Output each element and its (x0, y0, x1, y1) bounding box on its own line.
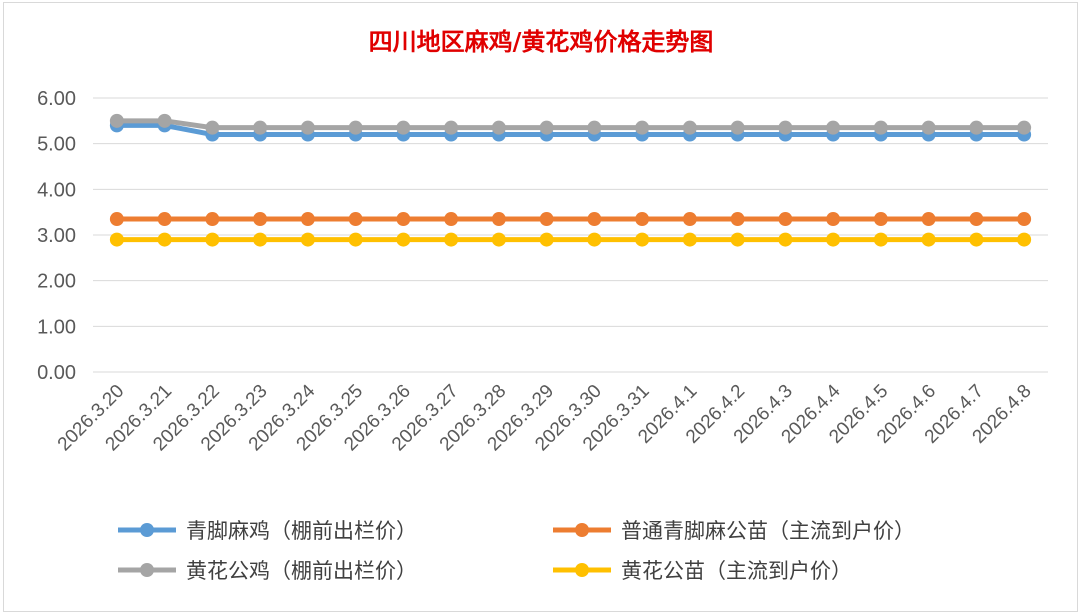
legend-marker (575, 563, 589, 577)
series-1 (109, 212, 1032, 227)
y-tick-label: 2.00 (37, 271, 76, 293)
y-tick-label: 3.00 (37, 225, 76, 247)
gridlines (93, 97, 1048, 373)
y-tick-label: 0.00 (37, 362, 76, 384)
data-point (587, 232, 602, 247)
data-point (635, 212, 650, 227)
data-point (1017, 232, 1032, 247)
data-point (730, 120, 745, 135)
data-point (778, 232, 793, 247)
data-point (1017, 212, 1032, 227)
data-point (253, 212, 268, 227)
data-point (205, 232, 220, 247)
data-point (109, 232, 124, 247)
data-point (730, 212, 745, 227)
data-point (587, 120, 602, 135)
legend-marker (140, 523, 154, 537)
y-tick-label: 1.00 (37, 316, 76, 338)
data-point (921, 212, 936, 227)
y-tick-label: 6.00 (37, 88, 76, 110)
data-point (682, 120, 697, 135)
chart-title: 四川地区麻鸡/黄花鸡价格走势图 (369, 27, 714, 56)
y-tick-label: 5.00 (37, 134, 76, 156)
data-point (539, 120, 554, 135)
data-point (109, 212, 124, 227)
data-point (300, 212, 315, 227)
data-point (157, 212, 172, 227)
data-point (396, 212, 411, 227)
data-point (539, 232, 554, 247)
data-point (253, 120, 268, 135)
data-point (921, 232, 936, 247)
data-point (873, 232, 888, 247)
data-point (300, 120, 315, 135)
data-point (253, 232, 268, 247)
x-axis-ticks: 2026.3.202026.3.212026.3.222026.3.232026… (54, 380, 1036, 455)
y-tick-label: 4.00 (37, 179, 76, 201)
legend-label: 普通青脚麻公苗（主流到户价） (621, 519, 915, 543)
data-point (157, 113, 172, 128)
legend-item: 青脚麻鸡（棚前出栏价） (118, 519, 417, 543)
data-point (587, 212, 602, 227)
data-point (873, 212, 888, 227)
legend-label: 青脚麻鸡（棚前出栏价） (186, 519, 417, 543)
legend-item: 普通青脚麻公苗（主流到户价） (553, 519, 915, 543)
data-point (444, 120, 459, 135)
data-point (826, 120, 841, 135)
legend-item: 黄花公鸡（棚前出栏价） (118, 559, 417, 583)
data-point (396, 120, 411, 135)
data-point (491, 212, 506, 227)
data-point (539, 212, 554, 227)
data-point (348, 212, 363, 227)
chart-frame (3, 2, 1078, 612)
series-line (116, 122, 1025, 138)
legend: 青脚麻鸡（棚前出栏价） 普通青脚麻公苗（主流到户价） 黄花公鸡（棚前出栏价） 黄花公苗… (118, 519, 915, 583)
data-point (300, 232, 315, 247)
data-point (826, 212, 841, 227)
legend-marker (575, 523, 589, 537)
legend-label: 黄花公苗（主流到户价） (621, 559, 852, 583)
legend-marker (140, 563, 154, 577)
series-2 (109, 113, 1032, 135)
data-point (444, 212, 459, 227)
data-point (109, 113, 124, 128)
data-point (205, 212, 220, 227)
data-point (873, 120, 888, 135)
data-point (348, 232, 363, 247)
series-3 (109, 232, 1032, 247)
series-lines (109, 113, 1032, 247)
data-point (157, 232, 172, 247)
data-point (921, 120, 936, 135)
data-point (396, 232, 411, 247)
series-line (116, 118, 1025, 131)
data-point (730, 232, 745, 247)
data-point (348, 120, 363, 135)
data-point (682, 212, 697, 227)
data-point (491, 232, 506, 247)
data-point (969, 120, 984, 135)
data-point (491, 120, 506, 135)
data-point (635, 232, 650, 247)
data-point (444, 232, 459, 247)
data-point (205, 120, 220, 135)
data-point (1017, 120, 1032, 135)
data-point (778, 120, 793, 135)
data-point (635, 120, 650, 135)
data-point (969, 212, 984, 227)
data-point (969, 232, 984, 247)
data-point (778, 212, 793, 227)
data-point (682, 232, 697, 247)
legend-item: 黄花公苗（主流到户价） (553, 559, 852, 583)
legend-label: 黄花公鸡（棚前出栏价） (186, 559, 417, 583)
data-point (826, 232, 841, 247)
y-axis-ticks: 0.00 1.00 2.00 3.00 4.00 5.00 6.00 (37, 88, 76, 384)
